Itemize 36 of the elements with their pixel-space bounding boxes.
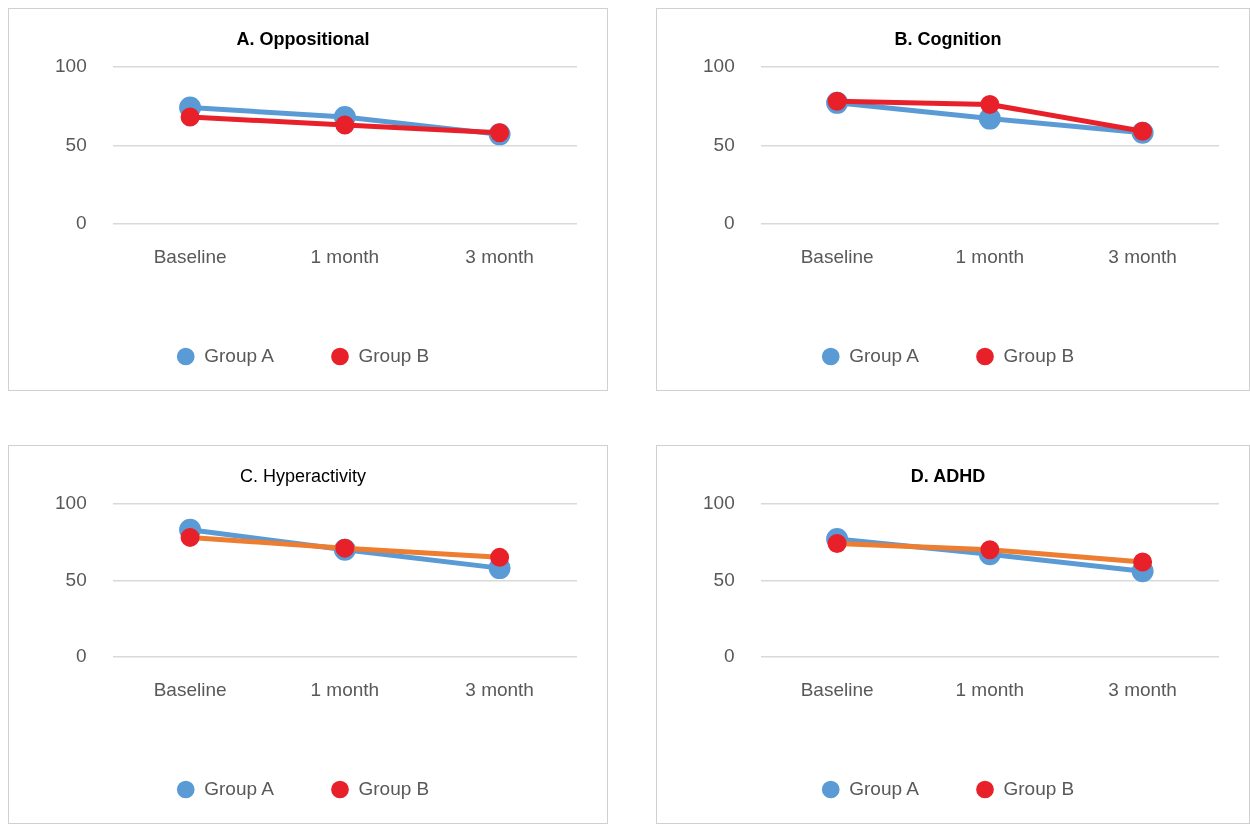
x-tick-label: Baseline	[800, 678, 874, 700]
y-tick-label: 0	[76, 212, 87, 234]
x-tick-label: 1 month	[310, 245, 380, 267]
chart-title: C. Hyperactivity	[239, 465, 367, 486]
x-tick-label: 3 month	[465, 245, 534, 267]
chart-title: B. Cognition	[894, 28, 1002, 49]
x-tick-label: Baseline	[153, 245, 227, 267]
chart-title: A. Oppositional	[236, 28, 370, 49]
y-tick-label: 100	[55, 54, 87, 76]
y-tick-label: 0	[724, 212, 735, 234]
legend-label: Group B	[358, 777, 430, 799]
legend-label: Group B	[1003, 344, 1075, 366]
y-tick-label: 50	[713, 133, 735, 155]
legend-label: Group A	[204, 777, 275, 799]
legend-label: Group A	[849, 777, 920, 799]
y-tick-label: 0	[724, 645, 735, 667]
y-tick-label: 50	[65, 568, 87, 590]
legend-label: Group B	[1003, 777, 1075, 799]
x-tick-label: 3 month	[465, 678, 534, 700]
y-tick-label: 100	[703, 54, 735, 76]
x-tick-label: 1 month	[310, 678, 380, 700]
y-tick-label: 50	[65, 133, 87, 155]
chart-title: D. ADHD	[910, 465, 986, 486]
x-tick-label: 3 month	[1108, 678, 1177, 700]
legend-label: Group A	[204, 344, 275, 366]
y-tick-label: 100	[55, 491, 87, 513]
legend-label: Group B	[358, 344, 430, 366]
x-tick-label: Baseline	[800, 245, 874, 267]
x-tick-label: 1 month	[955, 678, 1025, 700]
y-tick-label: 100	[703, 491, 735, 513]
x-tick-label: 1 month	[955, 245, 1025, 267]
y-tick-label: 0	[76, 645, 87, 667]
y-tick-label: 50	[713, 568, 735, 590]
x-tick-label: Baseline	[153, 678, 227, 700]
legend-label: Group A	[849, 344, 920, 366]
x-tick-label: 3 month	[1108, 245, 1177, 267]
